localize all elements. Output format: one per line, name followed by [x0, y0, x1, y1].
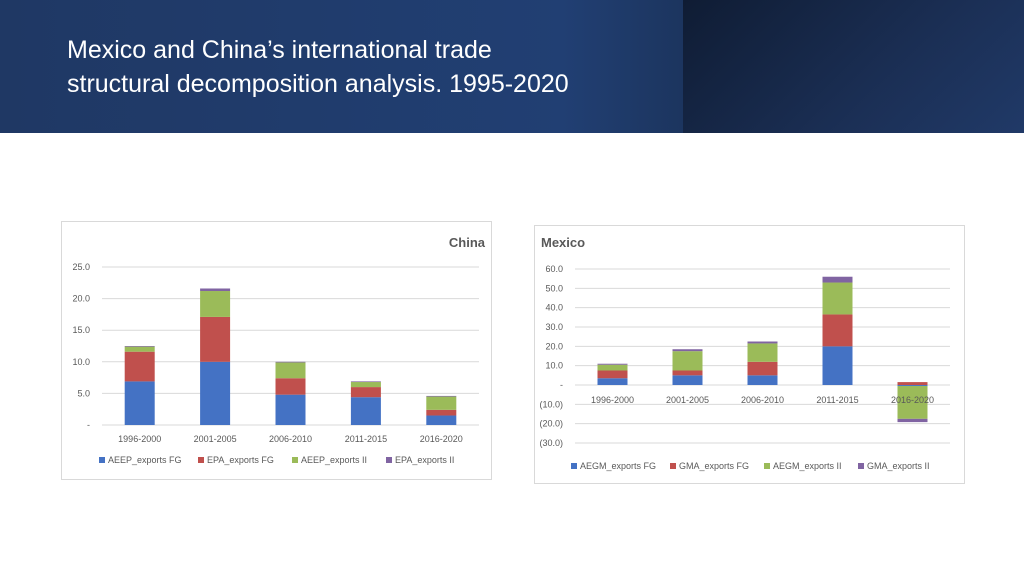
mexico-bar-segment — [672, 351, 703, 371]
mexico-bar-segment — [897, 382, 928, 385]
mexico-y-tick-label: - — [560, 380, 563, 390]
china-bar-segment — [275, 362, 306, 379]
china-legend-label: AEEP_exports II — [301, 455, 367, 465]
china-legend-label: EPA_exports FG — [207, 455, 274, 465]
china-legend-swatch — [99, 457, 105, 463]
china-bar-segment — [426, 396, 457, 410]
slide-title-line-1: Mexico and China’s international trade — [67, 36, 492, 64]
mexico-x-tick-label: 2006-2010 — [741, 395, 784, 405]
mexico-y-tick-label: 20.0 — [545, 341, 563, 351]
mexico-bar-segment — [597, 378, 628, 385]
mexico-bar-segment — [822, 282, 853, 315]
china-chart: China - 5.0 10.0 15.0 20.0 25.0 1996-2000 2001-2… — [61, 221, 492, 480]
mexico-bar-segment — [672, 370, 703, 376]
china-x-tick-label: 2016-2020 — [420, 434, 463, 444]
china-chart-svg: China - 5.0 10.0 15.0 20.0 25.0 1996-2000 2001-2… — [72, 235, 486, 465]
mexico-bar-segment — [747, 343, 778, 362]
mexico-chart-title: Mexico — [541, 235, 585, 250]
mexico-bar-segment — [822, 314, 853, 347]
china-y-tick-label: - — [87, 420, 90, 430]
china-bar-segment — [200, 288, 231, 292]
china-y-tick-label: 20.0 — [72, 294, 90, 304]
china-bar-segment — [350, 397, 381, 425]
china-x-tick-label: 1996-2000 — [118, 434, 161, 444]
mexico-bar-segment — [822, 276, 853, 283]
mexico-legend-swatch — [670, 463, 676, 469]
china-x-tick-label: 2011-2015 — [345, 434, 387, 444]
mexico-y-tick-label: 10.0 — [545, 361, 563, 371]
mexico-legend-swatch — [764, 463, 770, 469]
china-legend-swatch — [198, 457, 204, 463]
china-y-tick-label: 25.0 — [72, 262, 90, 272]
mexico-y-tick-label: 30.0 — [545, 322, 563, 332]
mexico-y-tick-label: 40.0 — [545, 303, 563, 313]
mexico-bar-segment — [897, 385, 928, 419]
china-bar-segment — [350, 382, 381, 388]
mexico-bar-segment — [747, 375, 778, 385]
china-bar-segment — [275, 378, 306, 395]
china-legend-label: EPA_exports II — [395, 455, 454, 465]
mexico-bar-segment — [597, 363, 628, 365]
china-bar-segment — [350, 381, 381, 383]
mexico-bar-segment — [897, 385, 928, 386]
china-bar-segment — [350, 387, 381, 398]
mexico-bar-segment — [672, 349, 703, 352]
slide-title: Mexico and China’s international trade s… — [67, 33, 667, 101]
china-bar-segment — [200, 361, 231, 425]
mexico-chart-svg: Mexico (30.0) (20.0) (10.0) - 10.0 20.0 30.0 40.… — [539, 235, 950, 471]
mexico-y-tick-label: (10.0) — [539, 399, 563, 409]
china-bar-segment — [200, 316, 231, 362]
china-bar-segment — [124, 346, 155, 347]
mexico-x-tick-label: 1996-2000 — [591, 395, 634, 405]
china-y-tick-label: 10.0 — [72, 357, 90, 367]
mexico-legend-label: AEGM_exports FG — [580, 461, 656, 471]
china-legend-label: AEEP_exports FG — [108, 455, 182, 465]
china-bar-segment — [426, 415, 457, 425]
china-bar-segment — [200, 291, 231, 317]
china-chart-title: China — [449, 235, 486, 250]
slide-header: Mexico and China’s international trade s… — [0, 0, 1024, 133]
mexico-legend-label: GMA_exports FG — [679, 461, 749, 471]
china-x-tick-label: 2006-2010 — [269, 434, 312, 444]
mexico-x-tick-label: 2011-2015 — [816, 395, 858, 405]
mexico-bar-segment — [597, 364, 628, 371]
mexico-bar-segment — [672, 375, 703, 385]
mexico-bar-segment — [747, 361, 778, 376]
mexico-bar-segment — [597, 370, 628, 379]
mexico-legend-label: AEGM_exports II — [773, 461, 842, 471]
mexico-legend-swatch — [571, 463, 577, 469]
china-legend-swatch — [386, 457, 392, 463]
china-bar-segment — [124, 381, 155, 425]
china-x-tick-label: 2001-2005 — [194, 434, 237, 444]
china-y-tick-label: 5.0 — [77, 388, 90, 398]
mexico-chart: Mexico (30.0) (20.0) (10.0) - 10.0 20.0 30.0 40.… — [534, 225, 965, 484]
mexico-legend-label: GMA_exports II — [867, 461, 930, 471]
mexico-bar-segment — [897, 418, 928, 423]
slide-title-line-2: structural decomposition analysis. 1995-… — [67, 70, 569, 98]
mexico-x-tick-label: 2016-2020 — [891, 395, 934, 405]
china-bar-segment — [275, 361, 306, 363]
china-bar-segment — [426, 409, 457, 416]
mexico-y-tick-label: 60.0 — [545, 264, 563, 274]
mexico-y-tick-label: (20.0) — [539, 419, 563, 429]
mexico-legend-swatch — [858, 463, 864, 469]
china-bar-segment — [124, 351, 155, 382]
china-y-tick-label: 15.0 — [72, 325, 90, 335]
china-legend-swatch — [292, 457, 298, 463]
header-decoration — [683, 0, 1024, 133]
mexico-bar-segment — [747, 341, 778, 344]
mexico-x-tick-label: 2001-2005 — [666, 395, 709, 405]
mexico-y-tick-label: 50.0 — [545, 283, 563, 293]
china-bar-segment — [426, 395, 457, 397]
china-bar-segment — [124, 346, 155, 352]
mexico-bar-segment — [822, 346, 853, 385]
china-bar-segment — [275, 394, 306, 425]
mexico-y-tick-label: (30.0) — [539, 438, 563, 448]
